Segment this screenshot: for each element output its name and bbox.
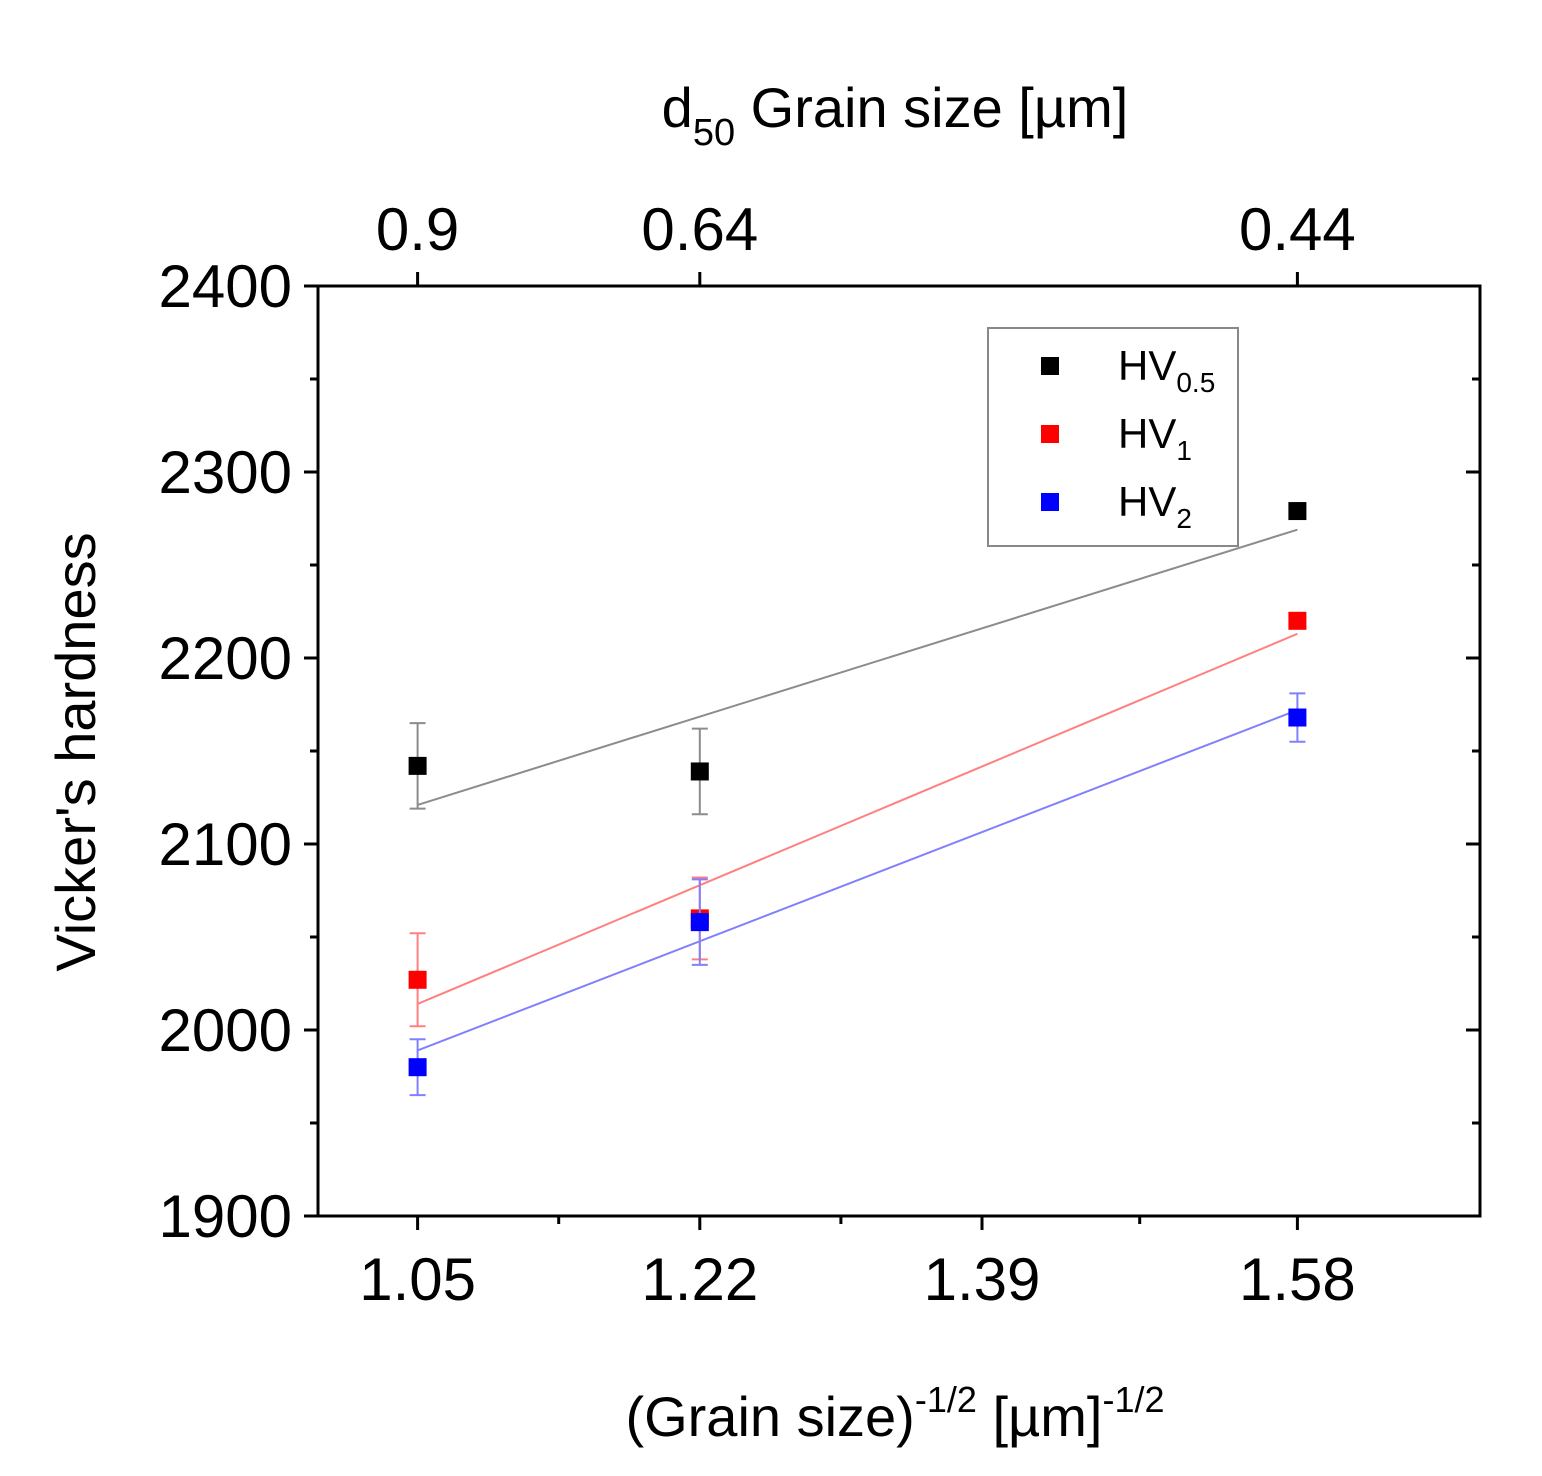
- point-hv05: [690, 762, 709, 781]
- fit-lines-layer: [417, 528, 1298, 1052]
- x-axis-title-sup2: -1/2: [1102, 1379, 1164, 1420]
- x-tick-label: 1.22: [641, 1246, 758, 1313]
- top-tick-label: 0.64: [641, 196, 758, 263]
- y-tick-label: 2100: [159, 811, 292, 878]
- fit-line-hv05: [417, 528, 1298, 806]
- ticks-layer: 1900 2000 2100 2200 2300 2400 1.05 1.22 1.39 1.58…: [159, 196, 1480, 1313]
- x-tick-label: 1.39: [924, 1246, 1041, 1313]
- fit-line-hv1: [417, 632, 1298, 1005]
- point-hv1: [1288, 611, 1307, 630]
- legend-box: [987, 327, 1239, 547]
- y-tick-label: 1900: [159, 1183, 292, 1250]
- point-hv2: [690, 913, 709, 932]
- top-tick-label: 0.44: [1239, 196, 1356, 263]
- point-hv05: [408, 756, 427, 775]
- y-tick-label: 2300: [159, 439, 292, 506]
- top-axis-title-subscript: 50: [693, 112, 735, 154]
- x-tick-label: 1.58: [1239, 1246, 1356, 1313]
- legend-label-hv05: HV0.5: [1118, 342, 1215, 398]
- top-axis-title: d50 Grain size [µm]: [662, 76, 1129, 154]
- legend-marker-hv05: [1041, 357, 1059, 375]
- y-tick-label: 2400: [159, 253, 292, 320]
- legend-label-hv1: HV1: [1118, 410, 1192, 466]
- points-layer: [408, 502, 1307, 1097]
- y-tick-label: 2000: [159, 997, 292, 1064]
- point-hv05: [1288, 502, 1307, 521]
- y-tick-label: 2200: [159, 625, 292, 692]
- x-tick-label: 1.05: [359, 1246, 476, 1313]
- point-hv1: [408, 970, 427, 989]
- legend-marker-hv1: [1041, 425, 1059, 443]
- legend-label-hv2: HV2: [1118, 478, 1192, 534]
- point-hv2: [408, 1058, 427, 1077]
- plot-frame: [316, 284, 1482, 1218]
- point-hv2: [1288, 708, 1307, 727]
- y-axis-title: Vicker's hardness: [44, 532, 107, 971]
- x-axis-title: (Grain size)-1/2 [µm]-1/2: [625, 1379, 1164, 1448]
- legend: HV0.5 HV1 HV2: [987, 327, 1239, 547]
- legend-marker-hv2: [1041, 493, 1059, 511]
- fit-line-hv2: [417, 709, 1298, 1052]
- top-tick-label: 0.9: [376, 196, 459, 263]
- x-axis-title-sup1: -1/2: [915, 1379, 977, 1420]
